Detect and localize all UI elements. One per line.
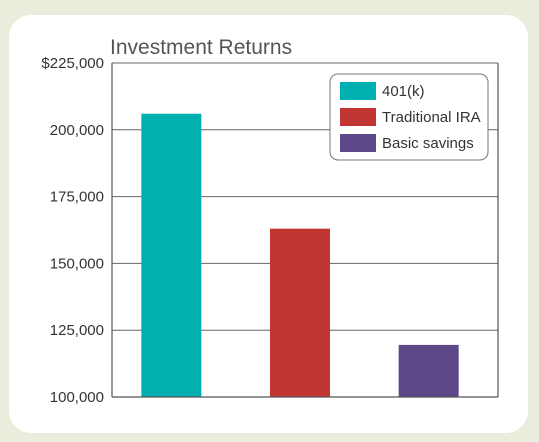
bar-traditional-ira bbox=[270, 228, 330, 397]
y-tick-label: 150,000 bbox=[50, 255, 104, 272]
legend-swatch bbox=[340, 82, 376, 100]
legend-label: 401(k) bbox=[382, 83, 425, 100]
y-tick-label: 175,000 bbox=[50, 189, 104, 206]
y-tick-label: $225,000 bbox=[41, 55, 104, 72]
y-tick-label: 200,000 bbox=[50, 122, 104, 139]
y-tick-label: 100,000 bbox=[50, 389, 104, 406]
y-tick-labels: 100,000 125,000 150,000 175,000 200,000 $225,… bbox=[41, 55, 104, 406]
legend: 401(k) Traditional IRA Basic savings bbox=[329, 73, 489, 161]
axes bbox=[111, 63, 499, 398]
legend-swatch bbox=[340, 134, 376, 152]
bar-401-k bbox=[141, 113, 202, 397]
bar-basic-savings bbox=[398, 344, 459, 397]
legend-label: Traditional IRA bbox=[382, 109, 481, 126]
legend-swatch bbox=[340, 108, 376, 126]
bars bbox=[141, 113, 459, 397]
legend-label: Basic savings bbox=[382, 135, 474, 152]
chart-title: Investment Returns bbox=[110, 36, 292, 59]
y-tick-label: 125,000 bbox=[50, 322, 104, 339]
